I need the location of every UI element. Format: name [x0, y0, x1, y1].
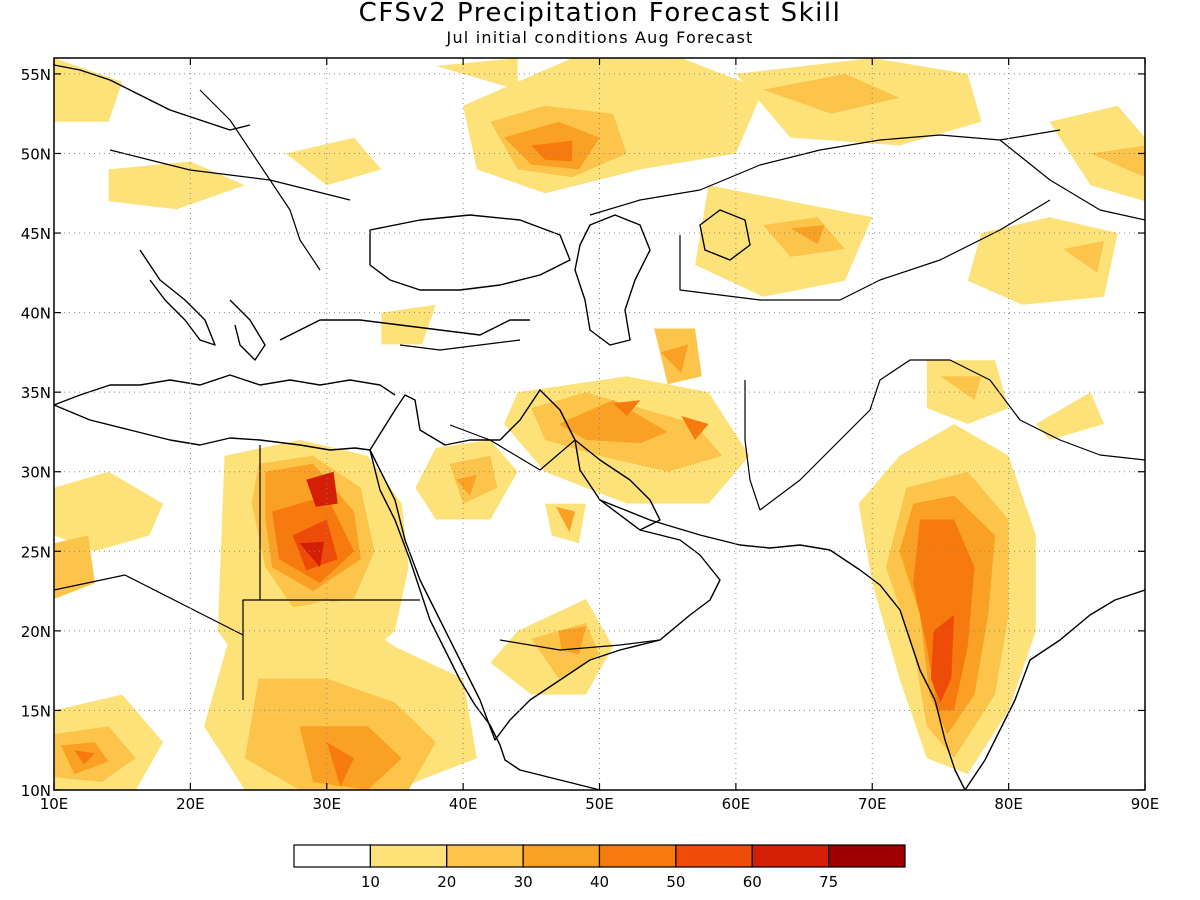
skill-region-4	[930, 615, 955, 703]
lat-tick-label: 50N	[21, 145, 51, 163]
skill-region-3	[913, 519, 975, 711]
border-iraq	[449, 424, 576, 471]
skill-region-47	[1063, 241, 1105, 273]
skill-region-40	[531, 140, 573, 162]
colorbar-label: 40	[590, 873, 609, 891]
skill-region-36	[555, 506, 575, 533]
skill-region-24	[456, 474, 477, 496]
border-sahel	[53, 574, 126, 591]
coastline-greece	[229, 299, 266, 361]
skill-region-21	[54, 535, 95, 599]
colorbar-label: 10	[361, 873, 380, 891]
lon-tick-label: 80E	[994, 795, 1023, 813]
coastline-turkey	[279, 319, 530, 341]
colorbar: 10 20 30 40 50 60 75	[293, 844, 906, 891]
lon-tick-label: 50E	[585, 795, 614, 813]
skill-region-10	[306, 471, 338, 507]
border-saudi-yemen	[499, 639, 661, 651]
skill-region-53	[54, 58, 123, 122]
coastline-italy	[139, 249, 216, 346]
lon-tick-label: 20E	[176, 795, 205, 813]
colorbar-label: 60	[743, 873, 762, 891]
colorbar-swatch	[522, 844, 601, 868]
lon-tick-label: 70E	[858, 795, 887, 813]
colorbar-swatch	[598, 844, 677, 868]
skill-region-52	[1035, 392, 1105, 440]
lat-tick-label: 55N	[21, 66, 51, 84]
grid-lines	[54, 58, 1145, 791]
skill-region-27	[558, 626, 586, 655]
skill-region-11	[299, 541, 324, 568]
colorbar-swatch	[751, 844, 830, 868]
skill-region-57	[381, 304, 436, 345]
lat-tick-label: 45N	[21, 225, 51, 243]
skill-shading-layer	[54, 58, 1145, 790]
skill-region-20	[54, 471, 164, 552]
skill-region-45	[790, 225, 825, 245]
border-libya-egypt	[242, 445, 261, 635]
coastline-iran	[599, 499, 831, 551]
skill-region-30	[558, 400, 668, 444]
skill-region-34	[660, 344, 689, 374]
skill-region-54	[285, 137, 382, 186]
border-russia-kazakh	[589, 129, 1061, 216]
skill-region-55	[108, 161, 245, 210]
border-china	[999, 139, 1146, 221]
lon-tick-label: 90E	[1131, 795, 1160, 813]
lat-tick-label: 25N	[21, 543, 51, 561]
border-himalaya	[879, 359, 1146, 461]
skill-region-42	[763, 73, 900, 114]
skill-region-32	[681, 416, 709, 440]
coastline-black-sea	[369, 214, 571, 291]
border-europe-1	[109, 149, 351, 201]
skill-region-15	[326, 742, 354, 787]
colorbar-swatch	[293, 844, 371, 868]
map-title: CFSv2 Precipitation Forecast Skill	[358, 0, 842, 28]
coastline-india-east	[964, 589, 1146, 791]
lat-tick-label: 35N	[21, 384, 51, 402]
coastline-africa	[53, 404, 601, 791]
skill-region-19	[74, 750, 95, 765]
lon-tick-label: 30E	[312, 795, 341, 813]
coastline-caspian	[574, 214, 651, 346]
border-pakistan	[759, 379, 881, 511]
coastline-arabia	[369, 389, 721, 741]
colorbar-label: 30	[514, 873, 533, 891]
skill-region-56	[435, 58, 518, 90]
colorbar-label: 50	[666, 873, 685, 891]
skill-region-31	[613, 400, 641, 416]
skill-region-51	[940, 376, 982, 401]
lat-tick-label: 20N	[21, 623, 51, 641]
colorbar-swatch	[369, 844, 448, 868]
coastline-india	[829, 549, 966, 791]
border-kazakh	[679, 199, 1051, 301]
lat-tick-label: 40N	[21, 305, 51, 323]
lon-tick-label: 40E	[449, 795, 478, 813]
coastline-layer	[53, 64, 1146, 791]
lat-tick-label: 15N	[21, 702, 51, 720]
border-turkey-syria	[399, 339, 521, 351]
skill-region-44	[763, 217, 845, 257]
lon-tick-label: 60E	[722, 795, 751, 813]
colorbar-swatch	[446, 844, 524, 868]
coastline-aral	[699, 209, 751, 261]
skill-region-46	[967, 217, 1118, 305]
colorbar-swatch	[828, 844, 906, 868]
lon-tick-label: 10E	[40, 795, 69, 813]
border-iran-afghan	[744, 380, 761, 511]
lat-tick-label: 30N	[21, 464, 51, 482]
coastline-baltic	[53, 64, 251, 131]
colorbar-swatch	[675, 844, 753, 868]
border-chad	[124, 574, 244, 700]
lat-tick-label: 10N	[21, 782, 51, 800]
colorbar-label: 20	[437, 873, 456, 891]
border-europe-2	[199, 89, 321, 271]
colorbar-label: 75	[819, 873, 838, 891]
axis-ticks: 10E 20E 30E 40E 50E 60E 70E 80E 90E 10N 15N 20N 25N 3…	[21, 58, 1160, 813]
map-subtitle: Jul initial conditions Aug Forecast	[446, 28, 754, 47]
coastline-mediterranean	[53, 374, 396, 406]
